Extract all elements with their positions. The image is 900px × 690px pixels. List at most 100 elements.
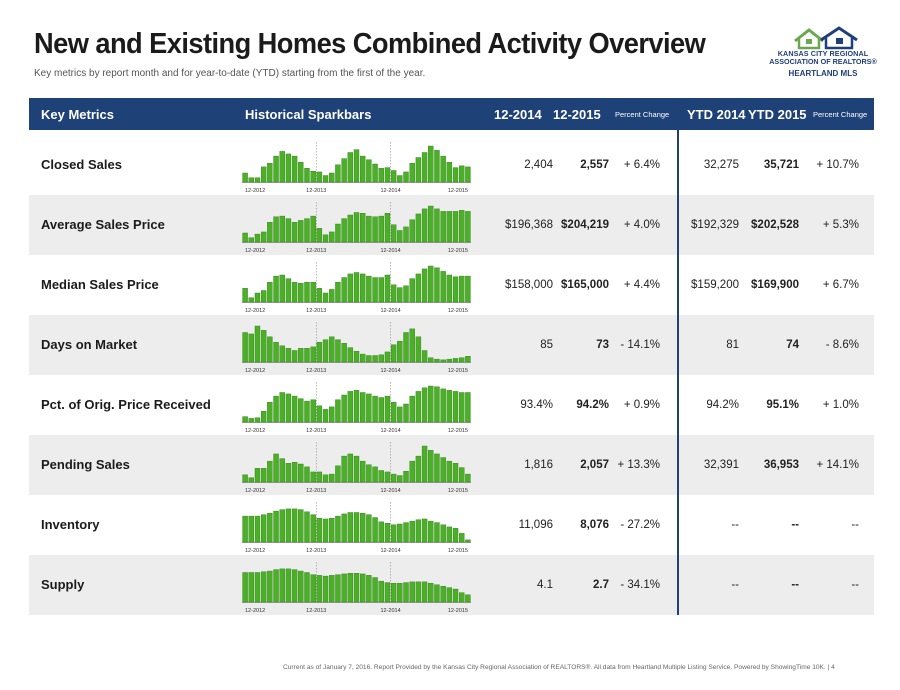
logo-line3: HEARTLAND MLS xyxy=(788,69,858,78)
sparkbar-bar xyxy=(341,573,347,603)
value-2014: $196,368 xyxy=(505,219,553,231)
sparkbar-bar xyxy=(273,342,279,363)
sparkbar-bar xyxy=(248,572,254,603)
sparkbar-bar xyxy=(260,571,267,603)
value-2014: $158,000 xyxy=(505,279,553,291)
sparkbar-bar xyxy=(322,575,329,603)
metric-row: Pct. of Orig. Price Received 93.4% 94.2% + … xyxy=(29,375,874,435)
sparkbar-bar xyxy=(310,171,316,183)
sparkbar-bar xyxy=(316,518,323,543)
sparkbar-bar xyxy=(347,152,354,183)
sparkbar-bar xyxy=(421,387,428,423)
value-2015: 2,057 xyxy=(580,459,609,471)
sparkbar-bar xyxy=(434,522,440,543)
sparkbar-bar xyxy=(359,513,366,543)
sparkbar-bar xyxy=(310,399,316,423)
sparkbar-bar xyxy=(347,391,354,423)
sparkbar-bar xyxy=(304,466,310,483)
sparkbar-tick-label: 12-2012 xyxy=(245,248,265,254)
sparkbar-bar xyxy=(254,177,261,183)
pct-change: + 4.4% xyxy=(623,279,660,291)
sparkbar-tick-label: 12-2013 xyxy=(306,188,326,194)
sparkbar-bar xyxy=(260,290,267,303)
sparkbar-bar xyxy=(421,518,428,543)
metric-label: Supply xyxy=(41,577,85,592)
sparkbar-bar xyxy=(242,416,248,423)
sparkbar-bar xyxy=(459,467,465,483)
sparkbar-bar xyxy=(397,287,403,303)
sparkbar-bar xyxy=(359,273,366,303)
sparkbar-bar xyxy=(248,297,254,303)
sparkbar-bar xyxy=(366,215,372,243)
sparkbar-bar xyxy=(273,510,279,543)
sparkbar-bar xyxy=(403,582,409,603)
sparkbar-tick-label: 12-2014 xyxy=(380,308,400,314)
sparkbar-bar xyxy=(254,292,261,303)
sparkbar-bar xyxy=(279,458,285,483)
sparkbar-bar xyxy=(384,582,391,603)
metric-row: Median Sales Price $158,000 $165,000 + 4.4%… xyxy=(29,255,874,315)
sparkbar-tick-label: 12-2012 xyxy=(245,488,265,494)
metric-row: Days on Market 85 73 - 14.1% 81 74 - 8.6% 12-20… xyxy=(29,315,874,375)
sparkbar-bar xyxy=(415,336,422,363)
ytd-2015-value: 74 xyxy=(786,339,799,351)
sparkbar-bar xyxy=(353,573,360,603)
sparkbar-bar xyxy=(316,471,323,483)
sparkbar-bar xyxy=(285,568,292,603)
sparkbar-bar xyxy=(335,399,341,423)
sparkbar-bar xyxy=(291,462,298,483)
sparkbar-bar xyxy=(459,275,465,303)
sparkbar-bar xyxy=(415,157,422,183)
sparkbar-bar xyxy=(316,288,323,303)
sparkbar-bar xyxy=(329,289,335,303)
sparkbar-bar xyxy=(254,468,261,483)
sparkbar-chart: 12-2012 12-2013 12-2014 12-2015 xyxy=(242,322,471,374)
metric-row: Average Sales Price $196,368 $204,219 + 4.0… xyxy=(29,195,874,255)
sparkbar-bar xyxy=(298,509,304,543)
sparkbar-bar xyxy=(459,165,465,183)
ytd-pct-change: + 5.3% xyxy=(822,219,859,231)
value-2014: 4.1 xyxy=(537,579,553,591)
sparkbar-bar xyxy=(316,228,323,243)
sparkbar-bar xyxy=(428,385,434,423)
sparkbar-tick-label: 12-2012 xyxy=(245,608,265,614)
metric-row: Pending Sales 1,816 2,057 + 13.3% 32,391 36,9… xyxy=(29,435,874,495)
sparkbar-bar xyxy=(446,358,453,363)
sparkbar-bar xyxy=(267,222,273,243)
value-2015: 94.2% xyxy=(576,399,609,411)
sparkbar-bar xyxy=(291,155,298,183)
sparkbar-bar xyxy=(341,158,347,183)
sparkbar-bar xyxy=(434,584,440,603)
sparkbar-tick-label: 12-2012 xyxy=(245,308,265,314)
sparkbar-tick-label: 12-2014 xyxy=(380,368,400,374)
value-2014: 1,816 xyxy=(524,459,553,471)
sparkbar-bar xyxy=(465,594,471,603)
sparkbar-bar xyxy=(273,395,279,423)
value-2014: 93.4% xyxy=(520,399,553,411)
sparkbar-tick-label: 12-2015 xyxy=(448,488,468,494)
sparkbar-bar xyxy=(335,164,341,183)
sparkbar-bar xyxy=(304,168,310,183)
sparkbar-bar xyxy=(403,522,409,543)
sparkbar-bar xyxy=(359,392,366,423)
sparkbar-bar xyxy=(273,216,279,243)
sparkbar-bar xyxy=(434,267,440,303)
sparkbar-bar xyxy=(366,514,372,543)
metric-label: Pending Sales xyxy=(41,457,130,472)
sparkbar-bar xyxy=(279,392,285,423)
sparkbar-bar xyxy=(279,274,285,303)
sparkbar-bar xyxy=(397,406,403,423)
pct-change: - 34.1% xyxy=(620,579,660,591)
sparkbar-bar xyxy=(322,409,329,423)
sparkbar-tick-label: 12-2015 xyxy=(448,188,468,194)
sparkbar-tick-label: 12-2015 xyxy=(448,428,468,434)
sparkbar-bar xyxy=(390,344,397,363)
sparkbar-bar xyxy=(341,277,347,303)
sparkbar-bar xyxy=(440,271,446,303)
sparkbar-bar xyxy=(285,153,292,183)
sparkbar-bar xyxy=(285,393,292,423)
sparkbar-bar xyxy=(397,523,403,543)
sparkbar-tick-label: 12-2014 xyxy=(380,548,400,554)
sparkbar-bar xyxy=(372,466,378,483)
sparkbar-bar xyxy=(285,463,292,483)
